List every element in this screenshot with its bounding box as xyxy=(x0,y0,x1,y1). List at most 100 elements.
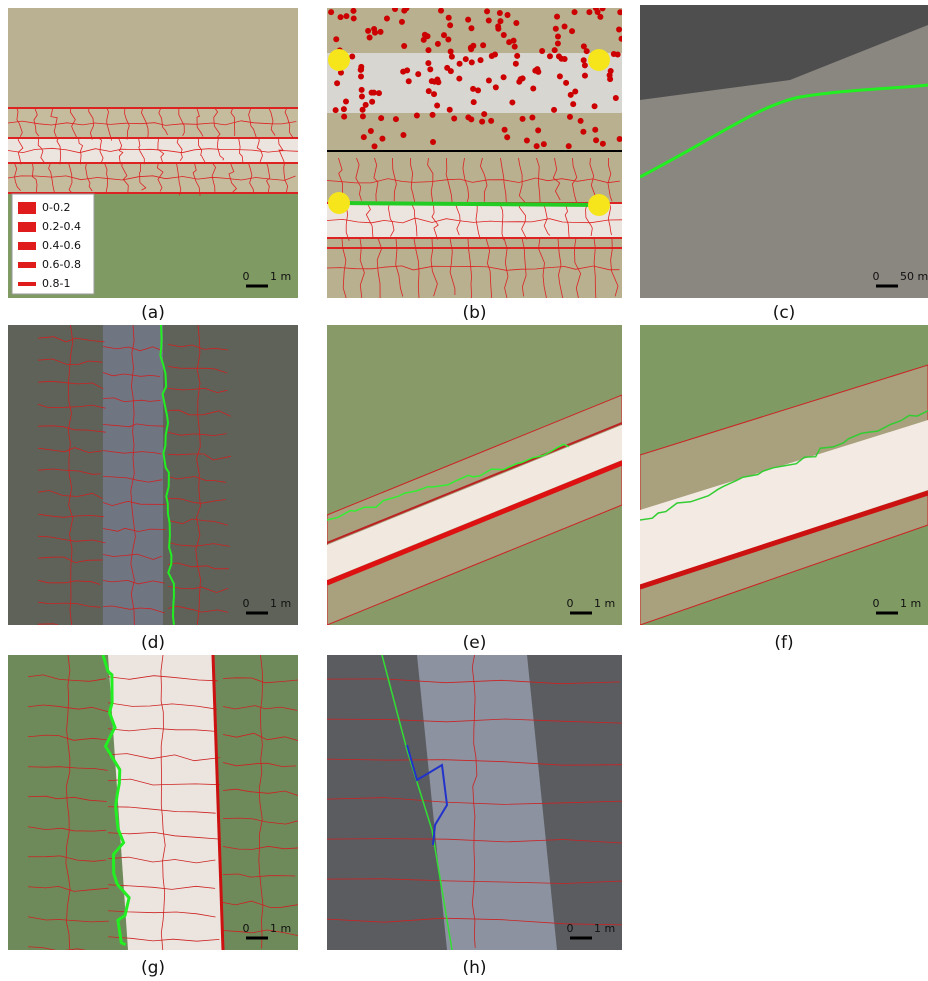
panel: 01 m xyxy=(640,325,928,625)
sample-point xyxy=(600,141,606,147)
legend-label: 0-0.2 xyxy=(42,201,70,214)
sample-point xyxy=(463,56,469,62)
legend: 0-0.20.2-0.40.4-0.60.6-0.80.8-1 xyxy=(12,194,94,294)
sample-point xyxy=(513,20,519,26)
sample-point xyxy=(616,26,622,32)
sample-point xyxy=(369,99,375,105)
sample-point xyxy=(559,56,565,62)
sample-point xyxy=(471,99,477,105)
sample-point xyxy=(619,36,625,42)
legend-swatch xyxy=(18,222,36,232)
sample-point xyxy=(400,132,406,138)
sample-point xyxy=(486,17,492,23)
sample-point xyxy=(529,114,535,120)
sample-point xyxy=(501,74,507,80)
sample-point xyxy=(334,80,340,86)
sample-point xyxy=(530,86,536,92)
sample-point xyxy=(449,54,455,60)
field xyxy=(8,8,298,108)
sample-point xyxy=(372,143,378,149)
sample-point xyxy=(520,116,526,122)
sample-point xyxy=(497,10,503,16)
sample-point xyxy=(541,141,547,147)
sample-point xyxy=(368,128,374,134)
panel-caption: (a) xyxy=(141,303,165,323)
endpoint xyxy=(328,49,350,71)
sample-point xyxy=(555,34,561,40)
sample-point xyxy=(557,73,563,79)
sample-point xyxy=(552,47,558,53)
legend-label: 0.6-0.8 xyxy=(42,258,81,271)
sample-point xyxy=(592,127,598,133)
panel-caption: (e) xyxy=(463,633,487,653)
sample-point xyxy=(495,23,501,29)
sample-point xyxy=(403,5,409,11)
panel-caption: (c) xyxy=(773,303,796,323)
sample-point xyxy=(489,53,495,59)
sample-point xyxy=(480,42,486,48)
scale-start: 0 xyxy=(243,270,250,283)
sample-point xyxy=(580,129,586,135)
sample-point xyxy=(555,40,561,46)
sample-point xyxy=(384,16,390,22)
sample-point xyxy=(456,76,462,82)
sample-point xyxy=(360,107,366,113)
sample-point xyxy=(479,119,485,125)
sample-point xyxy=(566,143,572,149)
path-line xyxy=(339,203,599,205)
scale-start: 0 xyxy=(567,597,574,610)
sample-point xyxy=(341,106,347,112)
sample-point xyxy=(611,51,617,57)
scale-end: 1 m xyxy=(594,597,615,610)
sample-point xyxy=(430,112,436,118)
sample-point xyxy=(441,32,447,38)
sample-point xyxy=(581,57,587,63)
endpoint xyxy=(588,49,610,71)
sample-point xyxy=(447,107,453,113)
sample-point xyxy=(438,8,444,14)
panel-caption: (d) xyxy=(141,633,165,653)
sample-point xyxy=(457,61,463,67)
sample-point xyxy=(600,5,606,11)
sample-point xyxy=(430,139,436,145)
panel-caption: (h) xyxy=(462,958,486,978)
sample-point xyxy=(547,53,553,59)
sample-point xyxy=(361,134,367,140)
sample-point xyxy=(360,113,366,119)
sample-point xyxy=(582,62,588,68)
sample-point xyxy=(448,49,454,55)
scale-start: 0 xyxy=(243,922,250,935)
sample-point xyxy=(617,136,623,142)
legend-swatch xyxy=(18,242,36,250)
sample-point xyxy=(378,115,384,121)
sample-point xyxy=(341,114,347,120)
sample-point xyxy=(378,29,384,35)
sample-point xyxy=(359,93,365,99)
sample-point xyxy=(435,41,441,47)
sample-point xyxy=(468,45,474,51)
panel: 01 m xyxy=(8,325,298,629)
sample-point xyxy=(497,18,503,24)
sample-point xyxy=(451,115,457,121)
scale-start: 0 xyxy=(567,922,574,935)
scale-start: 0 xyxy=(873,270,880,283)
figure: 0-0.20.2-0.40.4-0.60.6-0.80.8-101 m(a)(b… xyxy=(0,0,928,981)
sample-point xyxy=(469,59,475,65)
panel: 01 m xyxy=(327,655,624,950)
scale-end: 1 m xyxy=(270,597,291,610)
legend-label: 0.2-0.4 xyxy=(42,220,81,233)
sample-point xyxy=(578,118,584,124)
sample-point xyxy=(367,34,373,40)
sample-point xyxy=(468,25,474,31)
panel xyxy=(327,5,625,300)
sample-point xyxy=(350,8,356,14)
field xyxy=(327,8,622,298)
sample-point xyxy=(401,43,407,49)
scale-end: 1 m xyxy=(270,922,291,935)
sample-point xyxy=(554,14,560,20)
sample-point xyxy=(425,47,431,53)
sample-point xyxy=(569,28,575,34)
scale-end: 1 m xyxy=(900,597,921,610)
sample-point xyxy=(535,69,541,75)
panel-caption: (b) xyxy=(462,303,486,323)
